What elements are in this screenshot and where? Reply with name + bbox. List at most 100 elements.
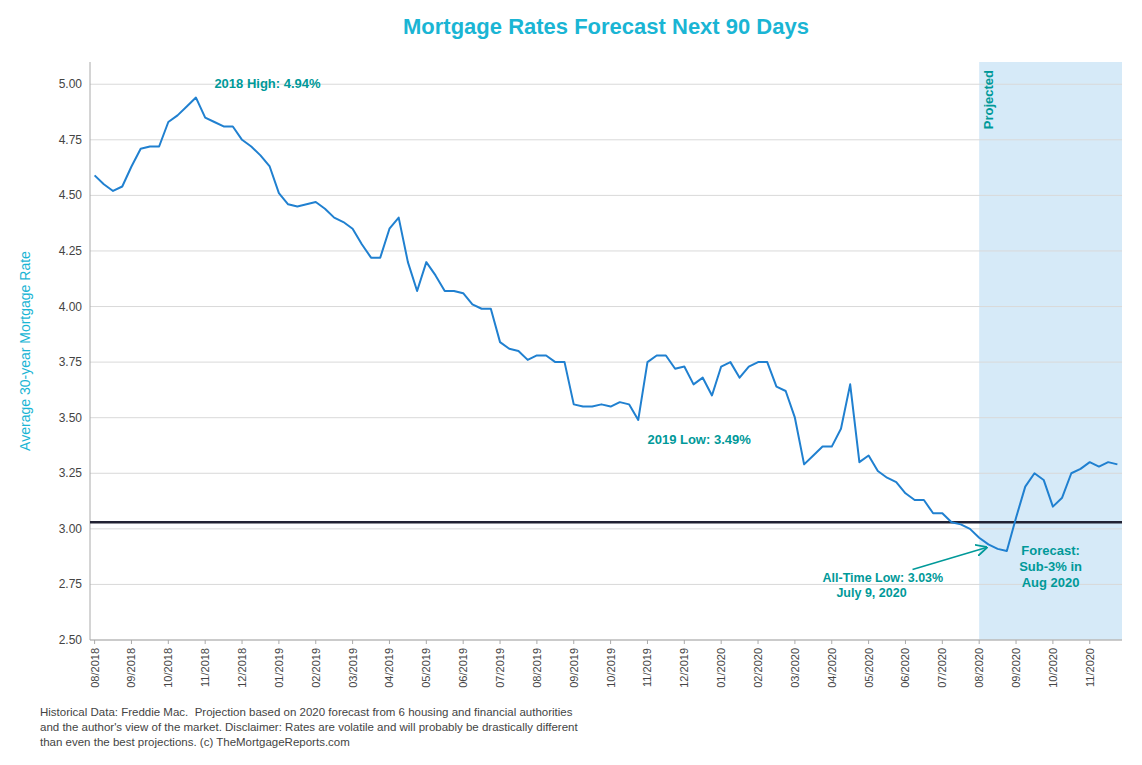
text-line: than even the best projections. (c) TheM…: [40, 736, 350, 748]
x-axis-line: [90, 640, 1122, 641]
text-line: Aug 2020: [1022, 575, 1080, 590]
high-label: 2018 High: 4.94%: [214, 76, 321, 91]
x-tick-label: 02/2019: [310, 648, 322, 688]
x-tick: [131, 640, 132, 644]
x-tick: [905, 640, 906, 644]
x-tick-label: 09/2018: [125, 648, 137, 688]
grid-line: [90, 306, 1122, 307]
text-line: Forecast:: [1021, 543, 1080, 558]
x-tick: [389, 640, 390, 644]
x-tick-label: 07/2019: [494, 648, 506, 688]
y-tick-label: 2.75: [59, 577, 83, 591]
x-tick: [721, 640, 722, 644]
grid-line: [90, 640, 1122, 641]
x-tick: [1052, 640, 1053, 644]
x-tick-label: 06/2019: [457, 648, 469, 688]
grid-line: [90, 417, 1122, 418]
x-tick-label: 04/2020: [826, 648, 838, 688]
y-tick-label: 3.00: [59, 522, 83, 536]
x-tick: [278, 640, 279, 644]
grid-line: [90, 195, 1122, 196]
plot-area: [90, 98, 1122, 552]
y-tick-label: 4.25: [59, 244, 83, 258]
x-tick: [831, 640, 832, 644]
rate-line: [95, 98, 1118, 552]
x-tick-label: 06/2020: [899, 648, 911, 688]
x-tick: [758, 640, 759, 644]
x-tick-label: 09/2019: [568, 648, 580, 688]
projected-region: [979, 62, 1122, 640]
y-tick-label: 3.75: [59, 355, 83, 369]
x-tick-label: 03/2020: [789, 648, 801, 688]
x-tick-label: 01/2019: [273, 648, 285, 688]
x-tick: [426, 640, 427, 644]
x-tick-label: 01/2020: [715, 648, 727, 688]
chart: 2.50 2.75 3.00 3.25 3.50 3.75 4.00 4.25 4.50 4.75…: [0, 0, 1142, 765]
y-tick-label: 3.25: [59, 466, 83, 480]
grid-line: [90, 139, 1122, 140]
x-tick: [610, 640, 611, 644]
x-tick-label: 10/2019: [605, 648, 617, 688]
x-tick-label: 12/2019: [678, 648, 690, 688]
y-axis-line: [90, 62, 91, 640]
x-tick: [463, 640, 464, 644]
x-tick-label: 09/2020: [1010, 648, 1022, 688]
x-tick-label: 05/2020: [863, 648, 875, 688]
x-tick-label: 08/2020: [973, 648, 985, 688]
text-line: Historical Data: Freddie Mac. Projection…: [40, 706, 573, 718]
low-label: 2019 Low: 3.49%: [647, 432, 751, 447]
x-tick: [94, 640, 95, 644]
text-line: Sub-3% in: [1019, 559, 1082, 574]
annotation-arrow: [913, 547, 987, 569]
title: Mortgage Rates Forecast Next 90 Days: [403, 14, 809, 39]
x-tick-label: 03/2019: [347, 648, 359, 688]
footnote: Historical Data: Freddie Mac. Projection…: [40, 706, 578, 748]
x-tick: [684, 640, 685, 644]
x-tick: [168, 640, 169, 644]
projected-label: Projected: [981, 70, 996, 129]
all-time-low-label: All-Time Low: 3.03% July 9, 2020: [823, 571, 944, 600]
x-tick: [794, 640, 795, 644]
y-tick-label: 3.50: [59, 411, 83, 425]
y-tick-label: 4.75: [59, 133, 83, 147]
grid-line: [90, 584, 1122, 585]
x-tick: [868, 640, 869, 644]
x-tick: [536, 640, 537, 644]
forecast-label: Forecast:Sub-3% inAug 2020: [1019, 543, 1082, 590]
x-tick-label: 10/2020: [1047, 648, 1059, 688]
text-line: All-Time Low: 3.03%: [823, 571, 944, 585]
x-tick-label: 12/2018: [236, 648, 248, 688]
x-tick-label: 11/2019: [641, 648, 653, 687]
x-tick-label: 08/2018: [89, 648, 101, 688]
x-tick: [352, 640, 353, 644]
x-tick-label: 11/2020: [1084, 648, 1096, 687]
text-line: July 9, 2020: [823, 586, 907, 600]
text-line: and the author's view of the market. Dis…: [40, 721, 578, 733]
x-tick: [205, 640, 206, 644]
y-tick-label: 5.00: [59, 77, 83, 91]
x-tick-label: 08/2019: [531, 648, 543, 688]
y-tick-label: 2.50: [59, 633, 83, 647]
x-tick-label: 05/2019: [420, 648, 432, 688]
x-tick: [315, 640, 316, 644]
x-tick: [573, 640, 574, 644]
x-tick: [647, 640, 648, 644]
x-tick: [1016, 640, 1017, 644]
x-tick-label: 07/2020: [936, 648, 948, 688]
x-tick-label: 10/2018: [162, 648, 174, 688]
reference-line: [90, 521, 1122, 524]
y-axis-label: Average 30-year Mortgage Rate: [17, 251, 33, 451]
y-tick-label: 4.00: [59, 300, 83, 314]
grid-line: [90, 362, 1122, 363]
grid-line: [90, 250, 1122, 251]
x-tick-label: 04/2019: [383, 648, 395, 688]
x-tick: [979, 640, 980, 644]
x-tick: [242, 640, 243, 644]
x-tick: [500, 640, 501, 644]
x-tick: [942, 640, 943, 644]
grid-line: [90, 473, 1122, 474]
x-tick: [1089, 640, 1090, 644]
x-tick-label: 02/2020: [752, 648, 764, 688]
y-tick-label: 4.50: [59, 188, 83, 202]
x-tick-label: 11/2018: [199, 648, 211, 687]
